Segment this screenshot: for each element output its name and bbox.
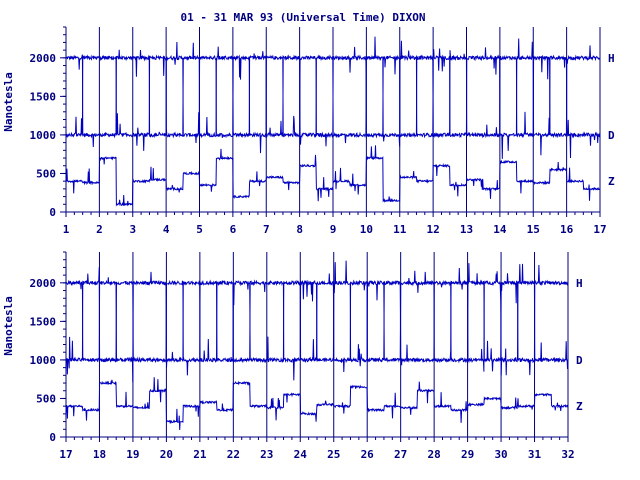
y-tick-label: 0 bbox=[49, 431, 56, 444]
y-tick-label: 500 bbox=[36, 167, 56, 180]
series-label-h: H bbox=[608, 52, 615, 65]
x-tick-label: 22 bbox=[227, 448, 240, 461]
y-tick-label: 1000 bbox=[30, 129, 57, 142]
x-tick-label: 21 bbox=[193, 448, 207, 461]
series-label-z: Z bbox=[608, 175, 615, 188]
x-tick-label: 27 bbox=[394, 448, 407, 461]
x-tick-label: 19 bbox=[126, 448, 139, 461]
series-label-d: D bbox=[576, 354, 583, 367]
series-z-trace bbox=[65, 145, 600, 207]
x-tick-label: 11 bbox=[393, 223, 407, 236]
x-tick-label: 10 bbox=[360, 223, 373, 236]
series-z-trace bbox=[65, 377, 569, 431]
lower-panel: 17 18 19 20 21 22 23 24 25 26 27 28 29 30 31 32 0 500 1000… bbox=[2, 251, 583, 461]
x-tick-label: 6 bbox=[230, 223, 237, 236]
x-tick-label: 5 bbox=[196, 223, 203, 236]
y-tick-label: 1500 bbox=[30, 315, 57, 328]
series-label-d: D bbox=[608, 129, 615, 142]
x-tick-label: 12 bbox=[427, 223, 440, 236]
x-tick-label: 3 bbox=[129, 223, 136, 236]
y-tick-label: 2000 bbox=[30, 52, 57, 65]
x-tick-label: 7 bbox=[263, 223, 270, 236]
x-tick-label: 20 bbox=[160, 448, 173, 461]
x-tick-label: 30 bbox=[494, 448, 507, 461]
x-tick-label: 13 bbox=[460, 223, 473, 236]
series-d-trace bbox=[65, 263, 569, 376]
y-tick-label: 500 bbox=[36, 392, 56, 405]
x-tick-label: 15 bbox=[527, 223, 540, 236]
x-tick-label: 14 bbox=[493, 223, 507, 236]
x-tick-label: 26 bbox=[361, 448, 375, 461]
upper-panel: 1 2 3 4 5 6 7 8 9 10 11 12 13 14 15 16 17050010001500200… bbox=[2, 26, 615, 236]
y-tick-label: 1500 bbox=[30, 90, 57, 103]
x-tick-label: 2 bbox=[96, 223, 103, 236]
y-tick-label: 1000 bbox=[30, 354, 57, 367]
x-tick-label: 16 bbox=[560, 223, 574, 236]
x-tick-label: 17 bbox=[59, 448, 72, 461]
x-tick-label: 18 bbox=[93, 448, 106, 461]
chart-title: 01 - 31 MAR 93 (Universal Time) DIXON bbox=[180, 11, 425, 24]
x-tick-label: 31 bbox=[528, 448, 542, 461]
series-label-z: Z bbox=[576, 400, 583, 413]
y-axis-title: Nanotesla bbox=[2, 72, 15, 132]
x-tick-label: 1 bbox=[63, 223, 70, 236]
x-tick-label: 9 bbox=[330, 223, 337, 236]
x-tick-label: 24 bbox=[294, 448, 308, 461]
x-tick-label: 23 bbox=[260, 448, 273, 461]
x-tick-label: 25 bbox=[327, 448, 340, 461]
series-d-trace bbox=[65, 36, 601, 159]
x-tick-label: 17 bbox=[593, 223, 606, 236]
series-label-h: H bbox=[576, 277, 583, 290]
y-tick-label: 0 bbox=[49, 206, 56, 219]
x-tick-label: 29 bbox=[461, 448, 474, 461]
x-tick-label: 8 bbox=[296, 223, 303, 236]
x-tick-label: 28 bbox=[428, 448, 441, 461]
y-tick-label: 2000 bbox=[30, 277, 57, 290]
y-axis-title: Nanotesla bbox=[2, 296, 15, 356]
x-tick-label: 32 bbox=[561, 448, 574, 461]
x-tick-label: 4 bbox=[163, 223, 170, 236]
